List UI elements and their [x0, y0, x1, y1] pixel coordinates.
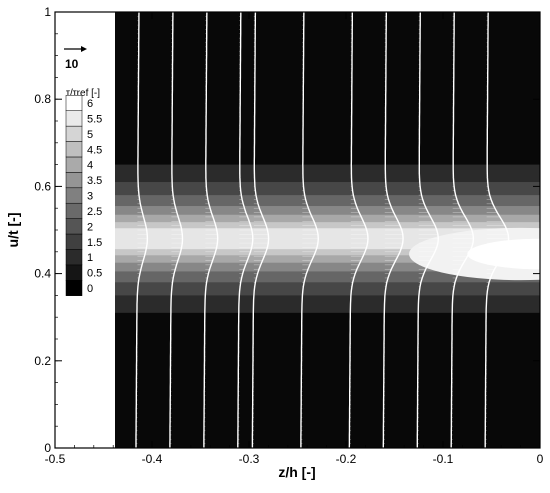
y-axis-label: u/t [-] [5, 213, 21, 248]
x-tick-label: -0.1 [433, 452, 454, 466]
reference-vector-label: 10 [65, 57, 79, 71]
colorbar-label: 2 [87, 221, 93, 233]
colorbar-swatch [66, 142, 82, 157]
colorbar-label: 5.5 [87, 113, 102, 125]
colorbar-swatch [66, 95, 82, 110]
x-axis-label: z/h [-] [278, 464, 315, 480]
y-tick-label: 1 [44, 5, 51, 19]
y-tick-label: 0.4 [34, 267, 51, 281]
x-tick-label: -0.4 [142, 452, 163, 466]
x-tick-label: -0.3 [239, 452, 260, 466]
colorbar-label: 4.5 [87, 144, 102, 156]
colorbar-label: 0 [87, 283, 93, 295]
colorbar-swatch [66, 203, 82, 218]
y-tick-label: 0.6 [34, 179, 51, 193]
y-tick-label: 0.2 [34, 354, 51, 368]
colorbar-label: 3.5 [87, 175, 102, 187]
masked-region [55, 12, 115, 448]
colorbar-label: 3 [87, 191, 93, 203]
colorbar-swatch [66, 219, 82, 234]
colorbar-swatch [66, 280, 82, 295]
colorbar-swatch [66, 234, 82, 249]
colorbar-swatch [66, 157, 82, 172]
colorbar-label: 2.5 [87, 206, 102, 218]
colorbar-label: 1.5 [87, 237, 102, 249]
colorbar-label: 6 [87, 98, 93, 110]
colorbar-label: 5 [87, 129, 93, 141]
contour-field [55, 12, 550, 448]
colorbar-label: 0.5 [87, 268, 102, 280]
y-tick-label: 0.8 [34, 92, 51, 106]
colorbar-swatch [66, 249, 82, 264]
x-tick-label: 0 [537, 452, 544, 466]
colorbar-swatch [66, 111, 82, 126]
colorbar-swatch [66, 188, 82, 203]
colorbar-swatch [66, 265, 82, 280]
x-tick-label: -0.2 [336, 452, 357, 466]
colorbar-label: 4 [87, 160, 93, 172]
contour-bands [104, 165, 550, 313]
y-tick-label: 0 [44, 441, 51, 455]
colorbar-label: 1 [87, 252, 93, 264]
colorbar-swatch [66, 126, 82, 141]
colorbar-swatch [66, 172, 82, 187]
